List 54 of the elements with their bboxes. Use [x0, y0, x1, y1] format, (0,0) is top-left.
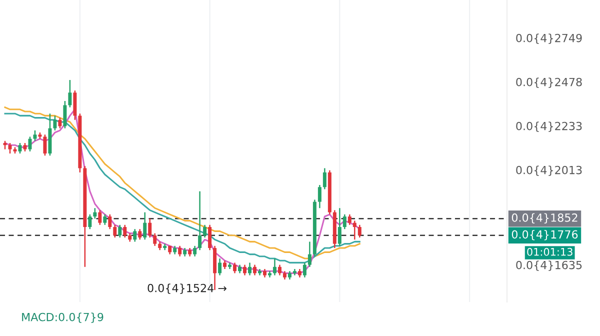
text: 0.0{4}1635: [516, 260, 582, 271]
candlestick: [103, 214, 107, 226]
candlestick: [302, 262, 306, 278]
candlestick: [243, 264, 247, 276]
candlestick: [248, 262, 252, 276]
candlestick: [318, 184, 322, 209]
candlestick: [88, 214, 92, 230]
text: 0.0{4}2749: [516, 34, 582, 44]
candlestick: [153, 232, 157, 247]
candlestick: [198, 190, 202, 251]
candlestick: [218, 258, 222, 276]
candlestick: [43, 134, 47, 156]
candlestick: [203, 224, 207, 238]
candlestick: [148, 218, 152, 238]
candlestick: [178, 245, 182, 258]
candlestick: [253, 264, 256, 276]
candlestick: [133, 228, 137, 242]
text: 0.0{4}2478: [516, 78, 582, 88]
candlestick: [143, 212, 147, 240]
candlestick: [272, 258, 276, 276]
text: 01:01:13: [527, 248, 572, 256]
text: 0.0{4}1776: [512, 230, 578, 240]
candlestick: [322, 168, 326, 190]
annotation: 0.0{4}1524 →: [148, 284, 226, 294]
text: 0.0{4}2233: [516, 122, 582, 132]
candlestick: [348, 214, 352, 226]
candlestick: [93, 207, 97, 220]
candlestick: [63, 100, 67, 129]
candlestick: [28, 136, 32, 152]
candlestick: [208, 224, 212, 251]
candlestick: [352, 220, 356, 240]
text: MACD:0.0{7}9: [22, 312, 104, 323]
candlestick: [123, 224, 127, 238]
text: 0.0{4}1852: [512, 213, 578, 224]
candlestick: [278, 264, 282, 276]
candlestick: [113, 224, 117, 238]
candlestick: [193, 245, 197, 258]
candlestick: [68, 79, 72, 108]
candlestick: [308, 241, 312, 268]
candlestick: [108, 214, 112, 230]
candlestick: [18, 142, 22, 154]
candlestick: [342, 214, 346, 230]
candlestick: [58, 117, 62, 129]
candlestick: [98, 210, 102, 226]
candlestick: [73, 90, 77, 121]
candlestick: [33, 130, 37, 142]
candlestick: [53, 115, 57, 132]
candlestick: [138, 228, 142, 240]
candlestick: [338, 207, 342, 247]
candlestick: [233, 262, 237, 274]
candlestick: [8, 142, 12, 154]
candlestick: [118, 224, 122, 238]
text: 0.0{4}2013: [516, 166, 582, 176]
candlestick: [358, 224, 362, 238]
